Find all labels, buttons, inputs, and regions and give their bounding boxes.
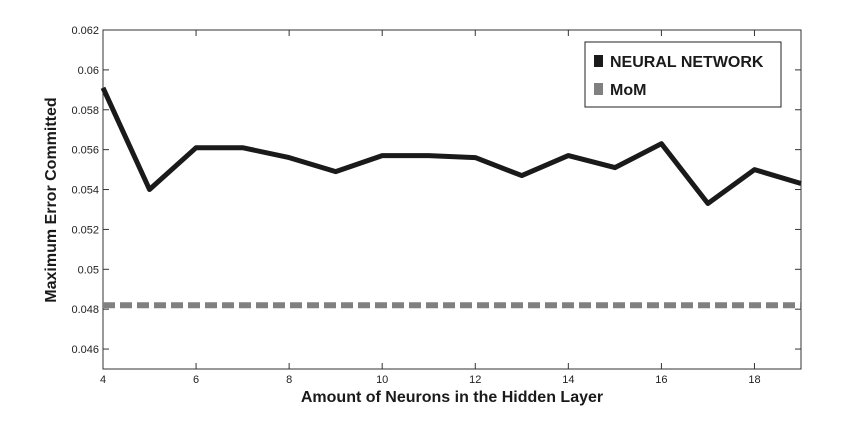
y-tick-label: 0.062 xyxy=(71,25,99,37)
y-tick-label: 0.046 xyxy=(71,344,99,356)
x-tick-label: 10 xyxy=(376,374,388,386)
legend-label-mom: MoM xyxy=(610,82,646,99)
y-tick-label: 0.058 xyxy=(71,105,99,117)
series-line-neural-network xyxy=(100,86,802,206)
legend-swatch-mom xyxy=(594,83,603,95)
y-tick-label: 0.056 xyxy=(71,145,99,157)
x-tick-label: 8 xyxy=(286,374,292,386)
y-ticks: 0.046 0.048 0.05 0.052 0.054 0.056 0.058 0.06 0.… xyxy=(71,25,801,356)
y-tick-label: 0.05 xyxy=(78,264,99,276)
y-tick-label: 0.052 xyxy=(71,224,99,236)
x-tick-label: 14 xyxy=(562,374,574,386)
x-axis-label: Amount of Neurons in the Hidden Layer xyxy=(301,389,603,406)
y-axis-label: Maximum Error Committed xyxy=(43,97,60,302)
x-tick-label: 16 xyxy=(655,374,667,386)
x-ticks: 4 6 8 10 12 14 16 18 xyxy=(100,30,761,386)
legend-box xyxy=(584,41,782,108)
legend-label-neural-network: NEURAL NETWORK xyxy=(610,54,764,71)
y-tick-label: 0.06 xyxy=(78,65,99,77)
y-tick-label: 0.048 xyxy=(71,304,99,316)
x-tick-label: 18 xyxy=(748,374,760,386)
y-tick-label: 0.054 xyxy=(71,185,99,197)
x-tick-label: 12 xyxy=(469,374,481,386)
legend-swatch-neural-network xyxy=(594,55,603,67)
legend: NEURAL NETWORK MoM xyxy=(584,41,782,108)
x-tick-label: 4 xyxy=(100,374,106,386)
series-layer xyxy=(100,86,802,309)
x-tick-label: 6 xyxy=(193,374,199,386)
